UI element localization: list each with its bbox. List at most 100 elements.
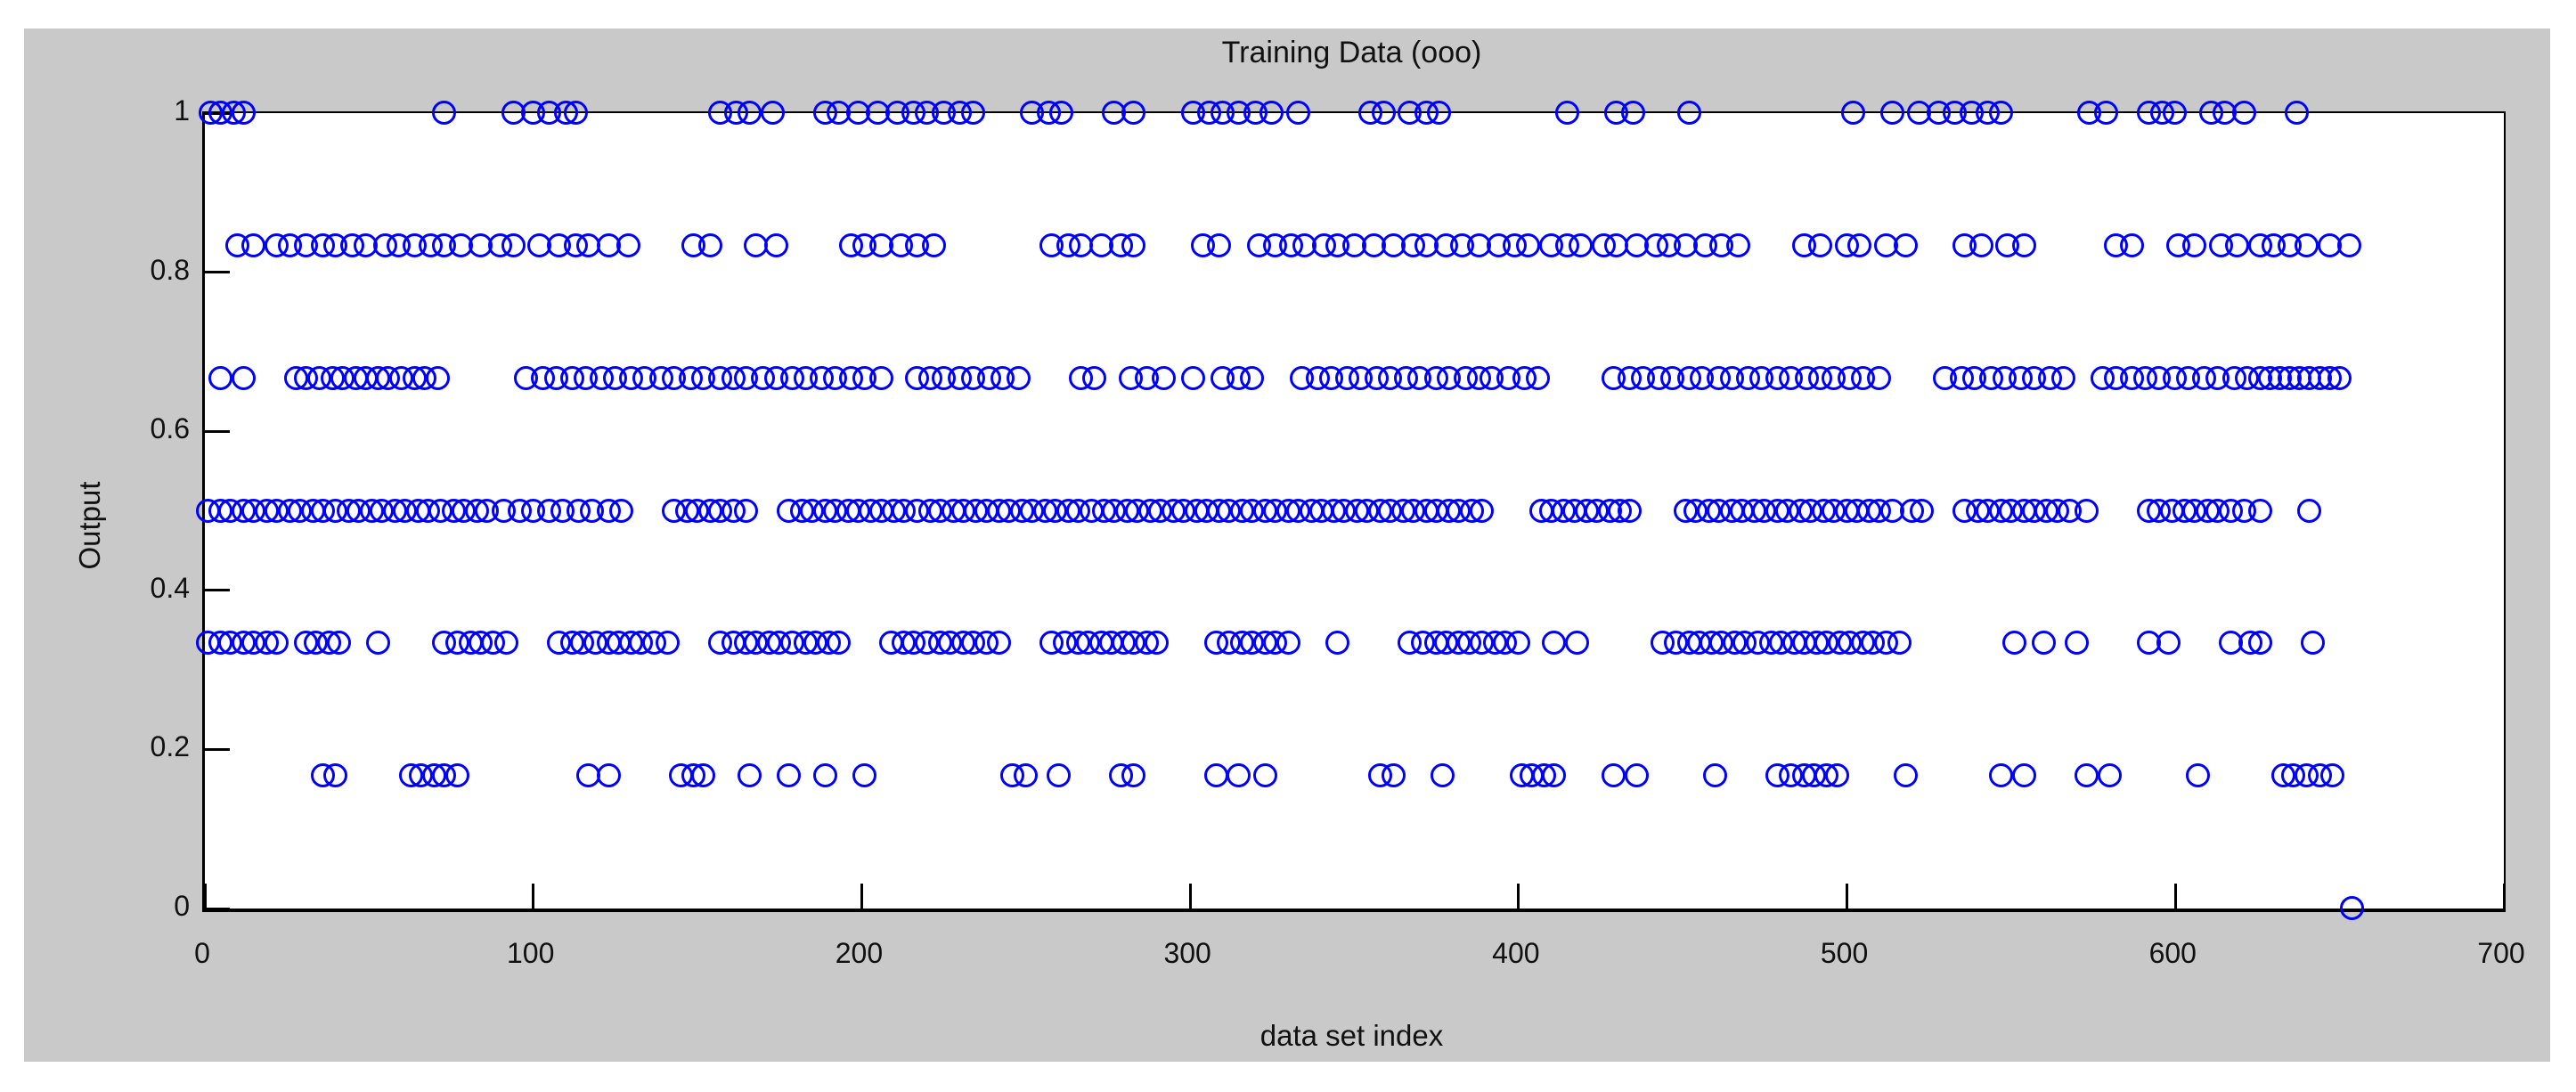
data-point [2301, 631, 2326, 656]
data-point [1893, 232, 1918, 257]
x-axis-label: data set index [1259, 1019, 1444, 1052]
data-point [1203, 763, 1228, 788]
data-point [563, 101, 588, 125]
data-point [501, 232, 526, 257]
data-point [1840, 101, 1865, 125]
data-point [2097, 763, 2122, 788]
y-tick-label: 0.6 [150, 412, 190, 445]
data-point [2011, 232, 2036, 257]
data-point [1515, 232, 1540, 257]
data-point [609, 498, 634, 523]
data-point [655, 631, 680, 656]
data-point [1880, 101, 1905, 125]
data-point [2297, 498, 2322, 523]
data-point [1725, 232, 1750, 257]
x-tick-label: 200 [835, 937, 884, 969]
y-tick [205, 589, 230, 592]
data-point [208, 365, 233, 390]
data-point [232, 101, 257, 125]
data-point [1893, 763, 1918, 788]
x-tick [532, 884, 535, 909]
data-point [2248, 631, 2273, 656]
x-tick-label: 400 [1492, 937, 1540, 969]
data-point [852, 763, 877, 788]
x-tick [1188, 884, 1192, 909]
data-point [2231, 101, 2256, 125]
figure-canvas: Training Data (ooo) data set index Outpu… [24, 29, 2550, 1062]
data-point [232, 365, 257, 390]
data-point [2074, 763, 2099, 788]
y-tick-label: 1 [174, 94, 190, 126]
x-tick [203, 884, 207, 909]
x-tick [2173, 884, 2177, 909]
data-point [2011, 763, 2036, 788]
y-tick-label: 0.4 [150, 571, 190, 604]
data-point [777, 763, 802, 788]
y-axis-label: Output [73, 481, 106, 570]
x-tick [1846, 884, 1849, 909]
data-point [697, 232, 722, 257]
data-point [1007, 365, 1031, 390]
data-point [1910, 498, 1935, 523]
data-point [1847, 232, 1872, 257]
data-point [1082, 365, 1107, 390]
data-point [1505, 631, 1530, 656]
data-point [760, 101, 785, 125]
data-point [1180, 365, 1205, 390]
data-point [2340, 896, 2365, 920]
data-point [1620, 101, 1645, 125]
data-point [2031, 631, 2056, 656]
x-tick [1517, 884, 1520, 909]
data-point [826, 631, 851, 656]
data-point [432, 101, 457, 125]
x-tick-label: 700 [2477, 937, 2525, 969]
data-point [2156, 631, 2181, 656]
data-point [1618, 498, 1643, 523]
data-point [2182, 232, 2207, 257]
data-point [1325, 631, 1350, 656]
data-point [738, 763, 762, 788]
data-point [1207, 232, 1232, 257]
data-point [1525, 365, 1550, 390]
x-tick-label: 600 [2148, 937, 2197, 969]
data-point [1988, 763, 2013, 788]
y-tick [205, 429, 230, 433]
data-point [494, 631, 519, 656]
x-tick-label: 300 [1163, 937, 1211, 969]
data-point [323, 763, 348, 788]
data-point [425, 365, 450, 390]
data-point [1824, 763, 1849, 788]
data-point [1227, 763, 1251, 788]
data-point [1276, 631, 1300, 656]
data-point [1542, 763, 1567, 788]
data-point [444, 763, 469, 788]
chart-title: Training Data (ooo) [1221, 36, 1482, 69]
data-point [1013, 763, 1038, 788]
data-point [2248, 498, 2273, 523]
data-point [1431, 763, 1455, 788]
data-point [1381, 763, 1406, 788]
data-point [1565, 631, 1590, 656]
data-point [1121, 232, 1146, 257]
data-point [1555, 101, 1580, 125]
data-point [1427, 101, 1452, 125]
data-point [1624, 763, 1649, 788]
y-tick [205, 271, 230, 274]
data-point [1703, 763, 1728, 788]
data-point [734, 498, 759, 523]
data-point [1676, 101, 1701, 125]
data-point [2186, 763, 2211, 788]
data-point [2001, 631, 2026, 656]
x-tick-label: 500 [1820, 937, 1869, 969]
data-point [596, 763, 621, 788]
y-tick [205, 747, 230, 751]
data-point [1887, 631, 1912, 656]
data-point [241, 232, 266, 257]
data-point [868, 365, 893, 390]
data-point [1285, 101, 1310, 125]
x-tick-label: 100 [507, 937, 555, 969]
data-point [1568, 232, 1593, 257]
y-tick-label: 0.2 [150, 730, 190, 763]
data-point [1252, 763, 1277, 788]
data-point [691, 763, 716, 788]
